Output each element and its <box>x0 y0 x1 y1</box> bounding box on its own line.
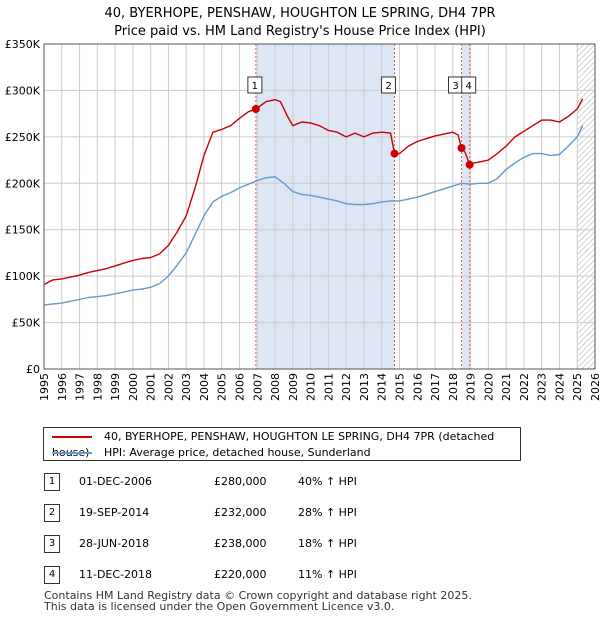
sale-label-text: 4 <box>466 81 472 92</box>
hpi-line <box>43 125 584 306</box>
sale-point <box>251 105 260 113</box>
sale-row: 2 19-SEP-2014 £232,000 28% ↑ HPI <box>44 504 584 522</box>
x-tick-label: 2018 <box>447 373 460 401</box>
sale-label-text: 3 <box>452 81 458 92</box>
sale-label-text: 2 <box>385 81 391 92</box>
x-tick-label: 2024 <box>553 373 566 401</box>
x-tick-label: 2026 <box>589 373 600 401</box>
sale-hpi: 18% ↑ HPI <box>298 537 357 550</box>
sale-price: £220,000 <box>214 568 267 581</box>
footer: Contains HM Land Registry data © Crown c… <box>44 590 472 612</box>
sale-point <box>390 149 399 158</box>
x-tick-label: 2005 <box>216 373 229 401</box>
footer-copyright: Contains HM Land Registry data © Crown c… <box>44 589 472 602</box>
y-tick-label: £250K <box>5 131 41 144</box>
sale-price: £238,000 <box>214 537 267 550</box>
x-tick-label: 2003 <box>180 373 193 401</box>
legend-item-hpi: HPI: Average price, detached house, Sund… <box>52 445 371 461</box>
chart-title: 40, BYERHOPE, PENSHAW, HOUGHTON LE SPRIN… <box>0 5 600 41</box>
x-tick-label: 1998 <box>91 373 104 401</box>
sale-date: 01-DEC-2006 <box>79 475 153 488</box>
legend-property-label: 40, BYERHOPE, PENSHAW, HOUGHTON LE SPRIN… <box>52 430 495 459</box>
sale-number: 3 <box>44 535 60 553</box>
x-tick-label: 2022 <box>518 373 531 401</box>
shaded-period <box>461 44 470 369</box>
x-tick-label: 2025 <box>571 373 584 401</box>
x-tick-label: 2020 <box>482 373 495 401</box>
x-tick-label: 2011 <box>322 373 335 401</box>
y-tick-label: £50K <box>12 317 41 330</box>
sale-price: £232,000 <box>214 506 267 519</box>
x-tick-label: 2015 <box>393 373 406 401</box>
legend-red-line <box>52 436 92 438</box>
x-tick-label: 2007 <box>251 373 264 401</box>
hatched-region <box>577 44 595 369</box>
y-tick-label: £0 <box>26 363 40 376</box>
x-tick-label: 2004 <box>198 373 211 401</box>
sale-date: 28-JUN-2018 <box>79 537 150 550</box>
sale-row: 4 11-DEC-2018 £220,000 11% ↑ HPI <box>44 566 584 584</box>
x-tick-label: 2002 <box>162 373 175 401</box>
x-tick-label: 2008 <box>269 373 282 401</box>
sale-row: 1 01-DEC-2006 £280,000 40% ↑ HPI <box>44 473 584 491</box>
sale-number: 1 <box>44 473 60 491</box>
sale-number: 4 <box>44 566 60 584</box>
y-tick-label: £100K <box>5 270 41 283</box>
sale-date: 11-DEC-2018 <box>79 568 153 581</box>
x-tick-label: 1997 <box>74 373 87 401</box>
y-tick-label: £350K <box>5 38 41 51</box>
x-tick-label: 2014 <box>376 373 389 401</box>
shaded-period <box>255 44 395 369</box>
footer-licence: This data is licensed under the Open Gov… <box>44 600 395 613</box>
x-tick-label: 2009 <box>287 373 300 401</box>
x-tick-label: 2000 <box>127 373 140 401</box>
x-tick-label: 2023 <box>536 373 549 401</box>
x-tick-label: 1996 <box>56 373 69 401</box>
x-tick-label: 2013 <box>358 373 371 401</box>
title-line-2: Price paid vs. HM Land Registry's House … <box>114 24 486 39</box>
plot-frame <box>43 43 596 370</box>
legend: 40, BYERHOPE, PENSHAW, HOUGHTON LE SPRIN… <box>43 427 521 461</box>
sale-number: 2 <box>44 504 60 522</box>
x-tick-label: 2019 <box>465 373 478 401</box>
x-tick-label: 2017 <box>429 373 442 401</box>
sale-label-box <box>381 76 397 94</box>
sale-date: 19-SEP-2014 <box>79 506 150 519</box>
sale-price: £280,000 <box>214 475 267 488</box>
y-tick-label: £150K <box>5 224 41 237</box>
x-tick-label: 1995 <box>38 373 51 401</box>
property-price-line <box>43 98 584 286</box>
sale-point <box>465 160 474 169</box>
x-tick-label: 2016 <box>411 373 424 401</box>
legend-hpi-label: HPI: Average price, detached house, Sund… <box>104 446 371 459</box>
sale-label-box <box>461 76 477 94</box>
x-tick-label: 2012 <box>340 373 353 401</box>
sale-hpi: 11% ↑ HPI <box>298 568 357 581</box>
y-tick-label: £200K <box>5 177 41 190</box>
legend-blue-line <box>52 452 92 454</box>
sale-label-box <box>247 76 263 94</box>
sale-point <box>457 144 466 152</box>
x-tick-label: 2021 <box>500 373 513 401</box>
x-tick-label: 2010 <box>305 373 318 401</box>
x-tick-label: 1999 <box>109 373 122 401</box>
y-tick-label: £300K <box>5 84 41 97</box>
sale-hpi: 28% ↑ HPI <box>298 506 357 519</box>
sale-hpi: 40% ↑ HPI <box>298 475 357 488</box>
sale-row: 3 28-JUN-2018 £238,000 18% ↑ HPI <box>44 535 584 553</box>
legend-item-property: 40, BYERHOPE, PENSHAW, HOUGHTON LE SPRIN… <box>52 429 520 459</box>
title-line-1: 40, BYERHOPE, PENSHAW, HOUGHTON LE SPRIN… <box>104 6 496 21</box>
sale-label-text: 1 <box>252 81 258 92</box>
x-tick-label: 2001 <box>145 373 158 401</box>
x-tick-label: 2006 <box>234 373 247 401</box>
